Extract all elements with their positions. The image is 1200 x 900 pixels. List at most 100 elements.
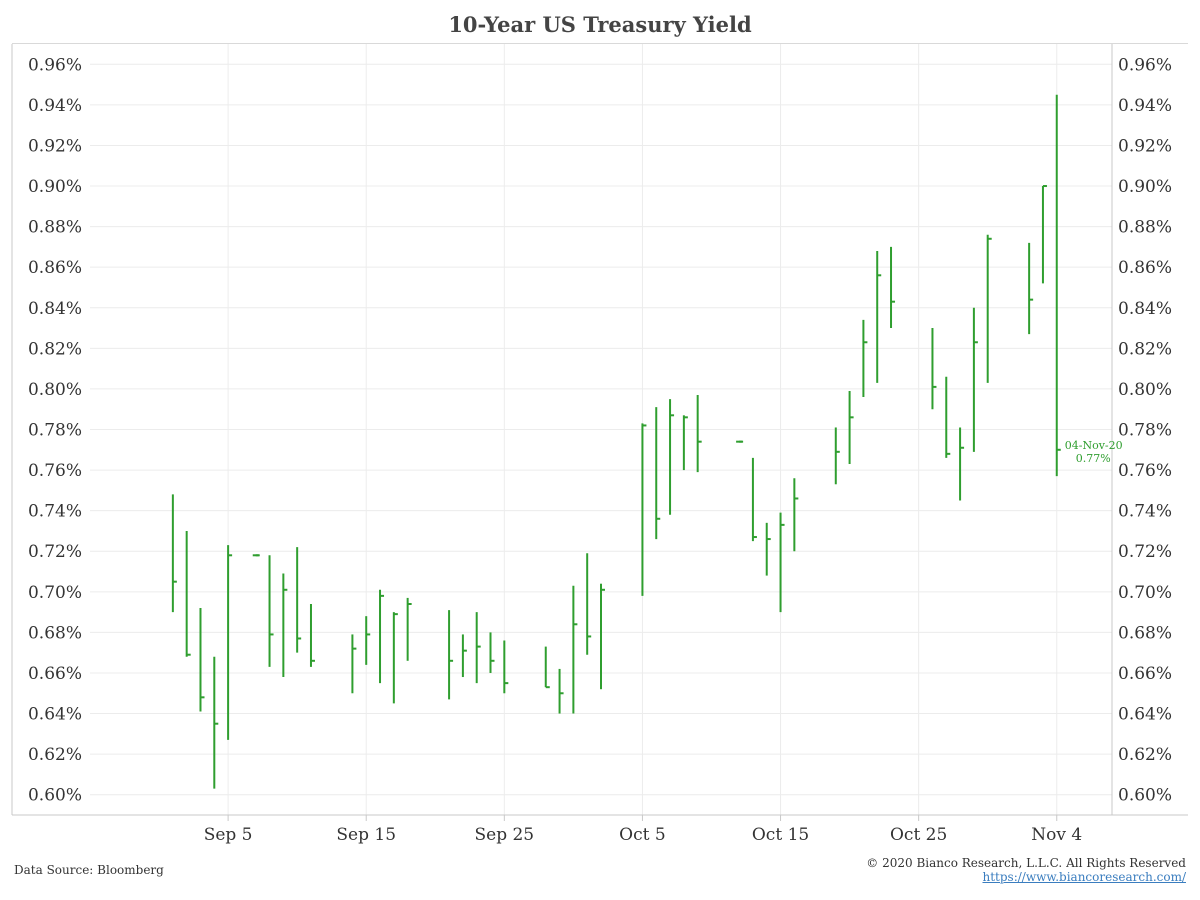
x-tick-label: Sep 5 — [204, 825, 253, 845]
y-tick-label-right: 0.64% — [1118, 705, 1172, 725]
ohlc-bar — [793, 478, 799, 552]
data-source-note: Data Source: Bloomberg — [14, 863, 164, 877]
y-tick-label-right: 0.70% — [1118, 583, 1172, 603]
ohlc-bar — [199, 608, 205, 712]
ohlc-bar — [503, 640, 509, 694]
website-link[interactable]: https://www.biancoresearch.com/ — [982, 870, 1186, 884]
ohlc-bar — [890, 246, 896, 329]
ohlc-bar — [227, 545, 233, 740]
label-layer: 0.60% 0.60% 0.62% 0.62% 0.64% 0.64% 0.66% 0.66%… — [28, 55, 1172, 845]
ohlc-bar — [669, 399, 675, 515]
ohlc-bar — [696, 395, 702, 473]
y-tick-label-left: 0.88% — [28, 218, 82, 238]
ohlc-bar — [461, 634, 467, 678]
ohlc-bar — [945, 376, 951, 458]
ohlc-bar — [765, 522, 771, 576]
ohlc-bar — [586, 553, 592, 655]
y-tick-label-left: 0.90% — [28, 177, 82, 197]
x-tick-label: Nov 4 — [1031, 825, 1082, 845]
ohlc-bar — [392, 612, 398, 704]
y-tick-label-left: 0.92% — [28, 136, 82, 156]
y-tick-label-left: 0.86% — [28, 258, 82, 278]
y-tick-label-left: 0.94% — [28, 96, 82, 116]
ohlc-bar — [489, 632, 495, 673]
grid-layer — [90, 44, 1112, 815]
ohlc-bar — [379, 589, 385, 684]
ohlc-bar — [779, 512, 785, 613]
y-tick-label-right: 0.68% — [1118, 623, 1172, 643]
y-tick-label-left: 0.78% — [28, 421, 82, 441]
y-tick-label-left: 0.72% — [28, 542, 82, 562]
y-tick-label-right: 0.96% — [1118, 55, 1172, 75]
y-tick-label-right: 0.92% — [1118, 136, 1172, 156]
x-tick-label: Oct 15 — [752, 825, 809, 845]
ohlc-bar — [751, 457, 757, 542]
y-tick-label-right: 0.80% — [1118, 380, 1172, 400]
y-tick-label-right: 0.86% — [1118, 258, 1172, 278]
x-tick-label: Oct 25 — [890, 825, 947, 845]
ohlc-bar — [448, 610, 454, 700]
y-tick-label-right: 0.78% — [1118, 421, 1172, 441]
y-tick-label-right: 0.74% — [1118, 502, 1172, 522]
ohlc-bar — [682, 415, 688, 471]
y-tick-label-right: 0.72% — [1118, 542, 1172, 562]
x-tick-label: Sep 25 — [475, 825, 535, 845]
x-tick-label: Oct 5 — [619, 825, 666, 845]
y-tick-label-left: 0.68% — [28, 623, 82, 643]
y-tick-label-left: 0.74% — [28, 502, 82, 522]
ohlc-bar — [1055, 94, 1061, 477]
ohlc-bar — [1028, 242, 1034, 335]
y-tick-label-left: 0.80% — [28, 380, 82, 400]
y-tick-label-right: 0.88% — [1118, 218, 1172, 238]
y-tick-label-left: 0.62% — [28, 745, 82, 765]
y-tick-label-left: 0.82% — [28, 339, 82, 359]
y-tick-label-right: 0.66% — [1118, 664, 1172, 684]
ohlc-bar — [1041, 185, 1047, 284]
ohlc-bar — [544, 646, 550, 689]
ohlc-bar — [309, 603, 315, 667]
y-tick-label-right: 0.90% — [1118, 177, 1172, 197]
ohlc-bar — [959, 427, 965, 501]
ohlc-bar — [171, 494, 177, 613]
ohlc-bar — [558, 668, 564, 714]
y-tick-label-left: 0.64% — [28, 705, 82, 725]
y-tick-label-left: 0.70% — [28, 583, 82, 603]
axis-layer — [11, 44, 1188, 821]
title-divider — [12, 43, 1188, 44]
y-tick-label-left: 0.84% — [28, 299, 82, 319]
ohlc-bar — [862, 319, 868, 398]
y-tick-label-left: 0.60% — [28, 786, 82, 806]
y-tick-label-right: 0.82% — [1118, 339, 1172, 359]
ohlc-bar — [475, 612, 481, 684]
ohlc-bar — [876, 250, 882, 383]
y-tick-label-left: 0.76% — [28, 461, 82, 481]
y-tick-label-left: 0.96% — [28, 55, 82, 75]
annotation-value: 0.77% — [1076, 452, 1111, 465]
ohlc-bar — [641, 423, 647, 596]
ohlc-chart: 0.60% 0.60% 0.62% 0.62% 0.64% 0.64% 0.66% 0.66%… — [11, 44, 1188, 845]
ohlc-bar — [972, 307, 978, 452]
ohlc-bar — [268, 555, 274, 667]
ohlc-bar — [406, 597, 412, 661]
ohlc-bar — [600, 583, 605, 690]
ohlc-bar — [282, 573, 288, 678]
y-tick-label-right: 0.62% — [1118, 745, 1172, 765]
ohlc-bar — [296, 547, 302, 653]
ohlc-bar — [572, 585, 578, 714]
annotation-date: 04-Nov-20 — [1065, 439, 1123, 452]
ohlc-bar — [655, 407, 661, 540]
ohlc-bar — [213, 656, 219, 789]
ohlc-bar — [848, 390, 854, 464]
ohlc-bar — [185, 530, 191, 657]
ohlc-bar — [986, 234, 992, 383]
x-tick-label: Sep 15 — [336, 825, 396, 845]
ohlc-bar — [931, 328, 937, 410]
y-tick-label-right: 0.60% — [1118, 786, 1172, 806]
copyright-note: © 2020 Bianco Research, L.L.C. All Right… — [866, 856, 1186, 870]
y-tick-label-right: 0.84% — [1118, 299, 1172, 319]
bar-layer — [171, 94, 1061, 789]
ohlc-bar — [365, 616, 371, 665]
y-tick-label-right: 0.76% — [1118, 461, 1172, 481]
chart-title: 10-Year US Treasury Yield — [448, 12, 752, 37]
y-tick-label-right: 0.94% — [1118, 96, 1172, 116]
